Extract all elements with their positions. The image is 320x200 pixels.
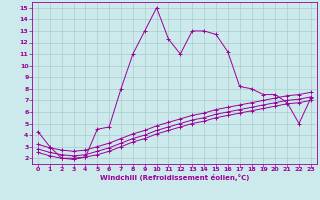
X-axis label: Windchill (Refroidissement éolien,°C): Windchill (Refroidissement éolien,°C) <box>100 174 249 181</box>
